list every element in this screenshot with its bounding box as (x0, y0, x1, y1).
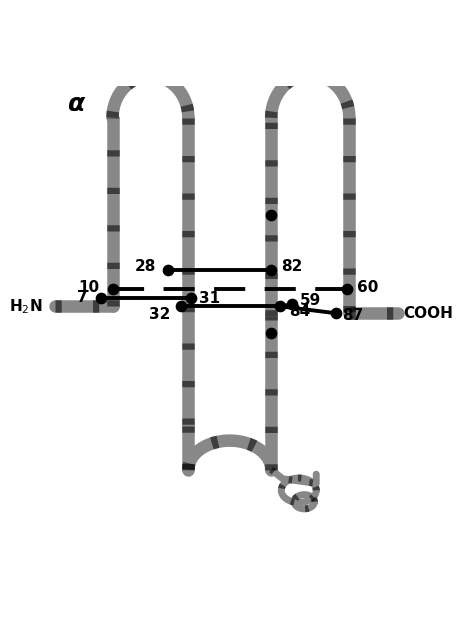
Text: 28: 28 (135, 259, 156, 274)
Point (267, 328, 275, 338)
Text: 60: 60 (357, 280, 379, 295)
Text: 7: 7 (77, 290, 87, 305)
Point (343, 284, 351, 294)
Text: α: α (67, 93, 84, 117)
Point (267, 266, 275, 276)
Point (97, 293, 105, 303)
Point (276, 301, 284, 311)
Text: COOH: COOH (403, 305, 453, 321)
Point (109, 284, 116, 294)
Text: 10: 10 (79, 280, 100, 295)
Point (267, 210, 275, 220)
Text: 87: 87 (342, 307, 364, 322)
Point (187, 293, 194, 303)
Text: 32: 32 (149, 307, 170, 322)
Text: H$_2$N: H$_2$N (9, 297, 43, 316)
Text: 59: 59 (300, 293, 321, 309)
Point (332, 308, 339, 318)
Text: 31: 31 (199, 290, 220, 305)
Point (288, 300, 296, 310)
Text: 82: 82 (281, 259, 303, 274)
Point (164, 266, 172, 276)
Text: 84: 84 (289, 304, 310, 319)
Point (178, 301, 185, 311)
